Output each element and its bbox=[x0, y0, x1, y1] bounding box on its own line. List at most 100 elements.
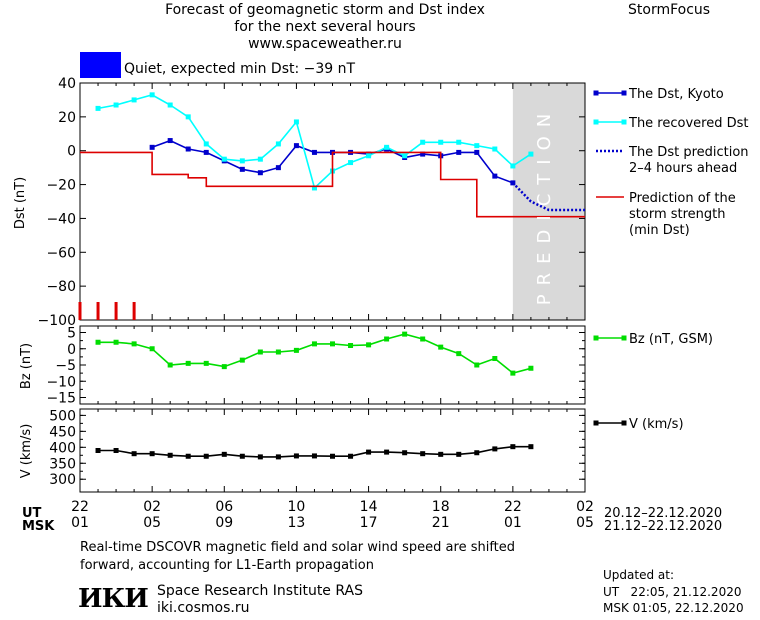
prediction-band-label: PREDICTION bbox=[534, 105, 555, 305]
y-tick-label: −40 bbox=[46, 211, 76, 227]
brand-label: StormFocus bbox=[628, 2, 711, 18]
data-point bbox=[185, 114, 191, 120]
y-tick-label: −100 bbox=[38, 313, 76, 329]
chart-title-url[interactable]: www.spaceweather.ru bbox=[248, 36, 402, 52]
data-point bbox=[474, 450, 480, 456]
institute-name: Space Research Institute RAS bbox=[157, 583, 363, 599]
data-point bbox=[293, 119, 299, 125]
y-tick-label: 400 bbox=[49, 440, 76, 456]
status-color-box bbox=[80, 52, 121, 78]
data-point bbox=[438, 139, 444, 145]
legend-marker bbox=[621, 335, 627, 341]
y-tick-label: −20 bbox=[46, 178, 76, 194]
data-point bbox=[221, 451, 227, 457]
chart-canvas: 40200−20−40−60−80−10050−5−10−15500450400… bbox=[13, 76, 749, 534]
data-point bbox=[348, 453, 354, 459]
msk-tick-label: 13 bbox=[288, 515, 306, 531]
msk-date-range: 21.12–22.12.2020 bbox=[604, 519, 722, 534]
ut-tick-label: 06 bbox=[215, 499, 233, 515]
time-tick-labels: 22 02 06 10 14 18 22 02 01 05 09 13 17 21 01 05 bbox=[71, 499, 594, 531]
data-point bbox=[311, 149, 317, 155]
y-tick-label: 0 bbox=[67, 144, 76, 160]
series-layer bbox=[78, 92, 585, 460]
updated-label: Updated at: bbox=[603, 568, 674, 582]
series-line-the-dst-prediction-2-4-hours-ahead bbox=[512, 182, 585, 212]
data-point bbox=[149, 346, 155, 352]
legend-label: The Dst, Kyoto bbox=[628, 87, 724, 102]
data-point bbox=[203, 453, 209, 459]
panel-frame-bz bbox=[79, 325, 586, 405]
data-point bbox=[438, 451, 444, 457]
data-point bbox=[239, 158, 245, 164]
data-point bbox=[402, 331, 408, 337]
msk-tick-label: 05 bbox=[143, 515, 161, 531]
data-point bbox=[528, 365, 534, 371]
data-point bbox=[257, 454, 263, 460]
legend-label: V (km/s) bbox=[629, 417, 684, 432]
data-point bbox=[95, 105, 101, 111]
data-point bbox=[185, 453, 191, 459]
data-point bbox=[510, 370, 516, 376]
v-y-label: V (km/s) bbox=[19, 424, 34, 479]
msk-tick-label: 09 bbox=[215, 515, 233, 531]
legend-label: storm strength bbox=[629, 207, 726, 222]
footer-note-line-1: Real-time DSCOVR magnetic field and sola… bbox=[80, 540, 516, 555]
data-point bbox=[438, 344, 444, 350]
data-point bbox=[420, 336, 426, 342]
msk-tick-label: 21 bbox=[432, 515, 450, 531]
y-tick-label: 350 bbox=[49, 456, 76, 472]
legend-label: (min Dst) bbox=[629, 223, 690, 238]
legend-label: The recovered Dst bbox=[628, 116, 748, 131]
data-point bbox=[420, 139, 426, 145]
msk-tick-label: 01 bbox=[504, 515, 522, 531]
data-point bbox=[492, 356, 498, 361]
ut-tick-label: 10 bbox=[288, 499, 306, 515]
ut-axis-label: UT bbox=[22, 506, 42, 521]
data-point bbox=[185, 360, 191, 366]
data-point bbox=[492, 146, 498, 152]
data-point bbox=[149, 451, 155, 457]
data-point bbox=[492, 173, 498, 179]
updated-msk: MSK 01:05, 22.12.2020 bbox=[603, 601, 744, 615]
data-point bbox=[239, 357, 245, 363]
legend-marker bbox=[593, 335, 599, 341]
iki-logo: ИКИ bbox=[78, 584, 149, 614]
data-point bbox=[384, 449, 390, 455]
axis-ticks: 40200−20−40−60−80−10050−5−10−15500450400… bbox=[38, 76, 586, 492]
ut-tick-label: 22 bbox=[71, 499, 89, 515]
panel-frame-v bbox=[79, 408, 586, 493]
footer-note-line-2: forward, accounting for L1-Earth propaga… bbox=[80, 558, 374, 573]
data-point bbox=[275, 165, 281, 171]
legend-label: Bz (nT, GSM) bbox=[629, 332, 713, 347]
data-point bbox=[474, 362, 480, 368]
data-point bbox=[402, 153, 408, 159]
legend-label: Prediction of the bbox=[629, 191, 736, 206]
data-point bbox=[474, 149, 480, 155]
data-point bbox=[456, 451, 462, 457]
data-point bbox=[293, 347, 299, 353]
data-point bbox=[203, 141, 209, 147]
panel-frames bbox=[79, 82, 586, 493]
data-point bbox=[293, 453, 299, 459]
data-point bbox=[95, 339, 101, 345]
data-point bbox=[221, 364, 227, 370]
data-point bbox=[366, 449, 372, 455]
msk-tick-label: 05 bbox=[576, 515, 594, 531]
data-point bbox=[167, 452, 173, 458]
data-point bbox=[474, 143, 480, 149]
data-point bbox=[311, 341, 317, 347]
legend-marker bbox=[621, 119, 627, 125]
legend-label: 2–4 hours ahead bbox=[629, 161, 737, 176]
data-point bbox=[420, 151, 426, 157]
institute-site[interactable]: iki.cosmos.ru bbox=[157, 600, 250, 616]
y-tick-label: 5 bbox=[67, 326, 76, 342]
data-point bbox=[348, 343, 354, 348]
data-point bbox=[257, 170, 263, 176]
bz-y-label: Bz (nT) bbox=[19, 343, 34, 389]
data-point bbox=[510, 444, 516, 450]
data-point bbox=[275, 454, 281, 460]
data-point bbox=[293, 143, 299, 149]
data-point bbox=[239, 453, 245, 459]
data-point bbox=[330, 453, 335, 459]
y-tick-label: −60 bbox=[46, 245, 76, 261]
